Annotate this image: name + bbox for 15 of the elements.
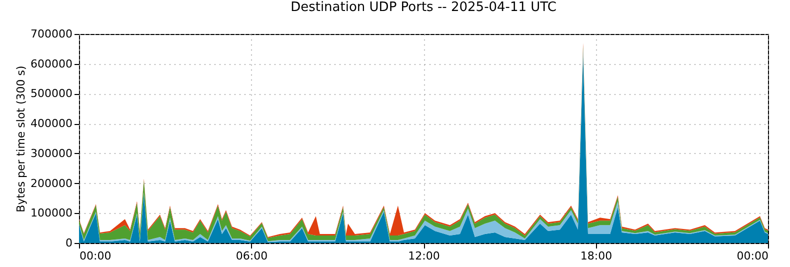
x-tick-label: 00:00 [80,250,112,262]
y-tick-label: 300000 [30,146,72,160]
y-tick-label: 500000 [30,87,72,100]
y-axis-title: Bytes per time slot (300 s) [14,66,28,212]
y-tick-label: 200000 [30,176,72,190]
y-tick-label: 100000 [30,206,72,220]
x-tick-label: 18:00 [580,250,612,262]
x-tick-label: 00:00 [736,250,768,262]
y-tick-label: 700000 [30,28,72,40]
y-tick-label: 0 [66,236,72,250]
y-tick-label: 600000 [30,57,72,70]
x-tick-label: 12:00 [408,250,440,262]
x-tick-label: 06:00 [236,250,268,262]
chart-title: Destination UDP Ports -- 2025-04-11 UTC [290,0,556,15]
y-tick-label: 400000 [30,117,72,130]
